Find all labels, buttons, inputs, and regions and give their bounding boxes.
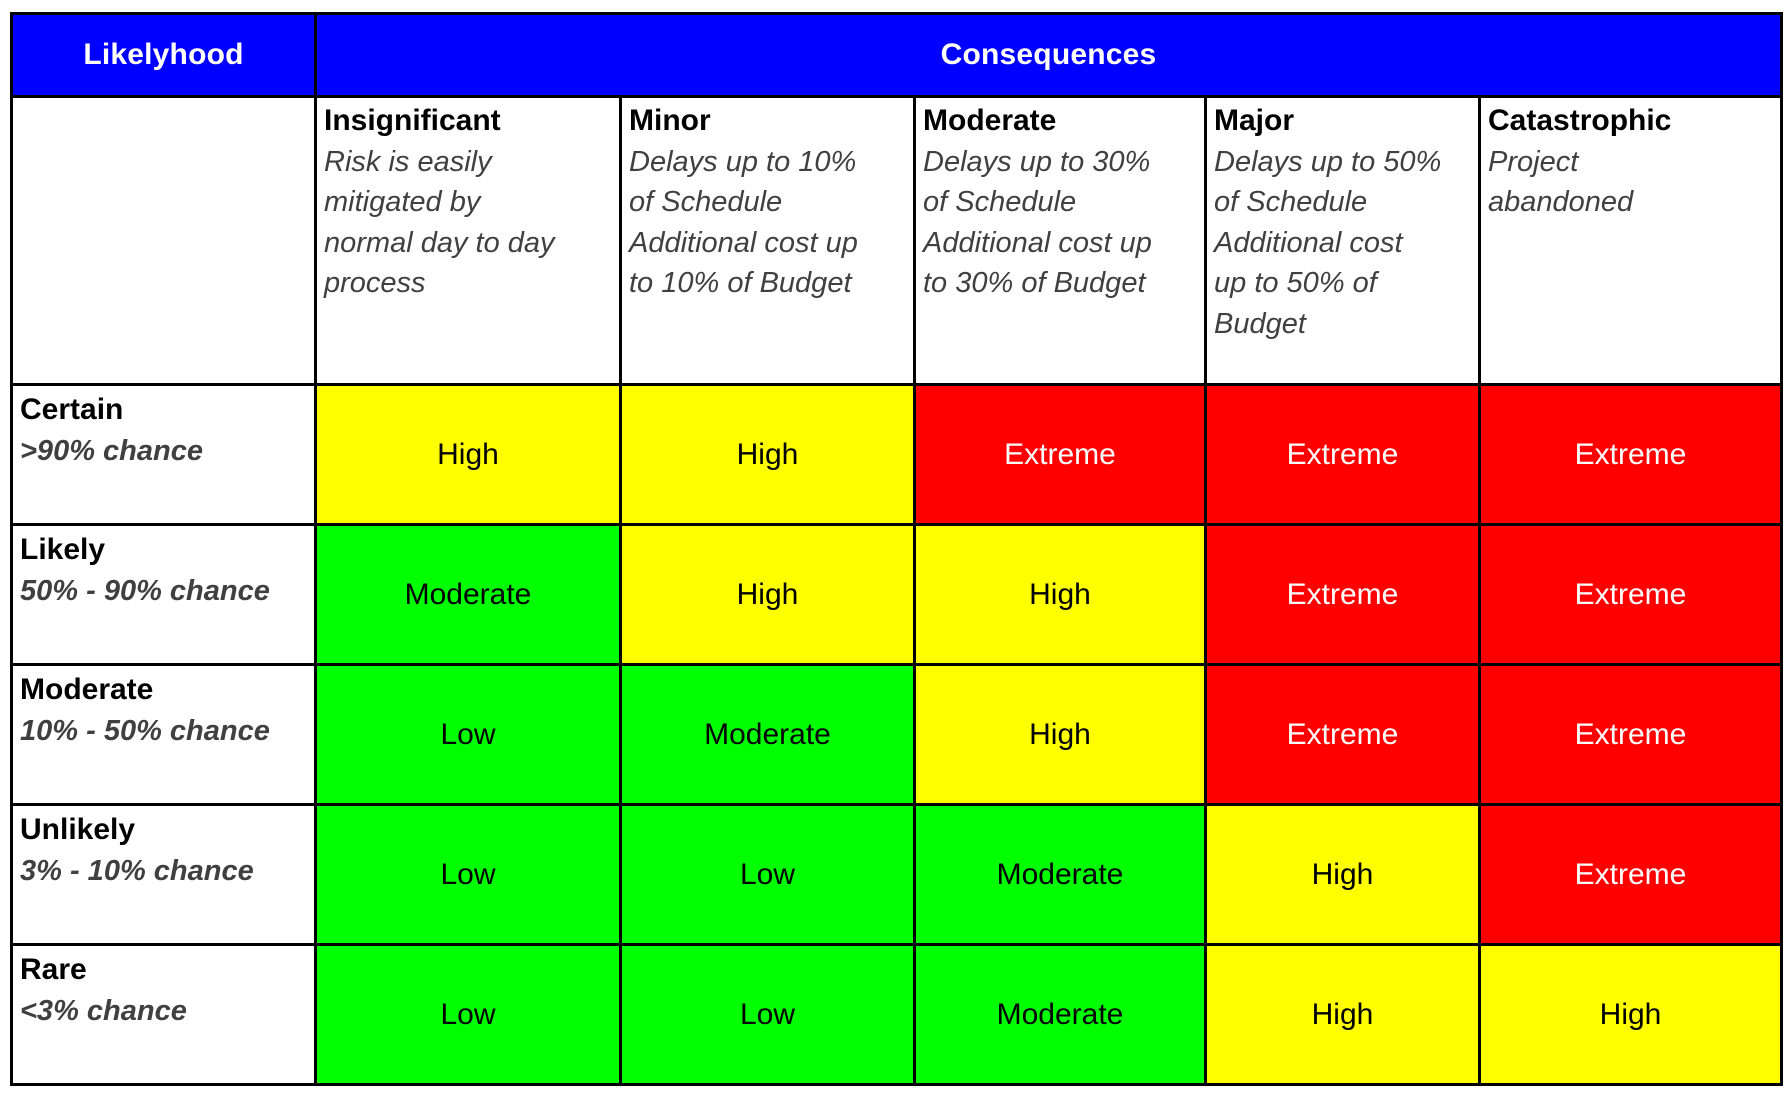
likelihood-header: Likelyhood bbox=[10, 12, 317, 98]
risk-cell: Low bbox=[314, 663, 622, 806]
consequence-description: Delays up to 30% of Schedule Additional … bbox=[923, 145, 1152, 300]
risk-cell: Extreme bbox=[1204, 523, 1481, 666]
consequence-name: Minor bbox=[629, 104, 711, 137]
risk-cell: Low bbox=[314, 943, 622, 1086]
consequence-description: Delays up to 50% of Schedule Additional … bbox=[1214, 145, 1442, 340]
likelihood-name: Rare bbox=[20, 953, 87, 986]
risk-cell: Low bbox=[619, 943, 916, 1086]
matrix-row: Unlikely 3% - 10% chance Low Low Moderate Hig… bbox=[10, 803, 1784, 946]
risk-cell: Low bbox=[619, 803, 916, 946]
risk-cell: Extreme bbox=[1477, 803, 1784, 946]
consequence-description: Risk is easily mitigated by normal day t… bbox=[324, 145, 555, 300]
matrix-row: Rare <3% chance Low Low Moderate High High bbox=[10, 943, 1784, 1086]
consequence-name: Catastrophic bbox=[1488, 104, 1672, 137]
risk-cell: High bbox=[913, 523, 1207, 666]
risk-cell: High bbox=[619, 523, 916, 666]
risk-cell: Extreme bbox=[1477, 383, 1784, 526]
risk-cell: Extreme bbox=[913, 383, 1207, 526]
risk-cell: Moderate bbox=[913, 803, 1207, 946]
risk-cell: Moderate bbox=[314, 523, 622, 666]
risk-cell: High bbox=[1204, 803, 1481, 946]
banner-row: Likelyhood Consequences bbox=[10, 12, 1784, 98]
matrix-row: Likely 50% - 90% chance Moderate High High Ex… bbox=[10, 523, 1784, 666]
likelihood-row-header: Likely 50% - 90% chance bbox=[10, 523, 317, 666]
consequence-description: Project abandoned bbox=[1488, 145, 1634, 219]
risk-cell: High bbox=[619, 383, 916, 526]
consequence-column-header: Minor Delays up to 10% of Schedule Additi… bbox=[619, 95, 916, 386]
consequence-description: Delays up to 10% of Schedule Additional … bbox=[629, 145, 858, 300]
consequence-name: Insignificant bbox=[324, 104, 501, 137]
likelihood-name: Unlikely bbox=[20, 813, 136, 846]
likelihood-range: 10% - 50% chance bbox=[20, 714, 270, 747]
risk-cell: High bbox=[1477, 943, 1784, 1086]
likelihood-name: Moderate bbox=[20, 673, 154, 706]
likelihood-range: >90% chance bbox=[20, 434, 203, 467]
likelihood-range: 3% - 10% chance bbox=[20, 854, 254, 887]
consequence-header-row: Insignificant Risk is easily mitigated by… bbox=[10, 95, 1784, 386]
likelihood-row-header: Moderate 10% - 50% chance bbox=[10, 663, 317, 806]
likelihood-range: 50% - 90% chance bbox=[20, 574, 270, 607]
consequences-header: Consequences bbox=[313, 12, 1784, 98]
consequence-name: Moderate bbox=[923, 104, 1057, 137]
risk-cell: Low bbox=[314, 803, 622, 946]
matrix-row: Certain >90% chance High High Extreme Extreme… bbox=[10, 383, 1784, 526]
risk-cell: Extreme bbox=[1204, 663, 1481, 806]
risk-cell: Moderate bbox=[913, 943, 1207, 1086]
consequence-column-header: Insignificant Risk is easily mitigated by… bbox=[314, 95, 622, 386]
likelihood-name: Likely bbox=[20, 533, 106, 566]
likelihood-row-header: Certain >90% chance bbox=[10, 383, 317, 526]
likelihood-name: Certain bbox=[20, 393, 124, 426]
consequence-column-header: Catastrophic Project abandoned bbox=[1477, 95, 1784, 386]
risk-matrix-table: Likelyhood Consequences Insignificant Ris… bbox=[10, 12, 1784, 1086]
risk-cell: Extreme bbox=[1204, 383, 1481, 526]
matrix-row: Moderate 10% - 50% chance Low Moderate High E… bbox=[10, 663, 1784, 806]
likelihood-range: <3% chance bbox=[20, 994, 187, 1027]
risk-cell: Moderate bbox=[619, 663, 916, 806]
risk-cell: High bbox=[1204, 943, 1481, 1086]
likelihood-row-header: Rare <3% chance bbox=[10, 943, 317, 1086]
consequence-column-header: Major Delays up to 50% of Schedule Additi… bbox=[1204, 95, 1481, 386]
likelihood-row-header: Unlikely 3% - 10% chance bbox=[10, 803, 317, 946]
empty-corner-cell bbox=[10, 95, 317, 386]
risk-cell: Extreme bbox=[1477, 663, 1784, 806]
consequence-name: Major bbox=[1214, 104, 1295, 137]
risk-cell: High bbox=[913, 663, 1207, 806]
consequence-column-header: Moderate Delays up to 30% of Schedule Add… bbox=[913, 95, 1207, 386]
risk-cell: High bbox=[314, 383, 622, 526]
risk-cell: Extreme bbox=[1477, 523, 1784, 666]
